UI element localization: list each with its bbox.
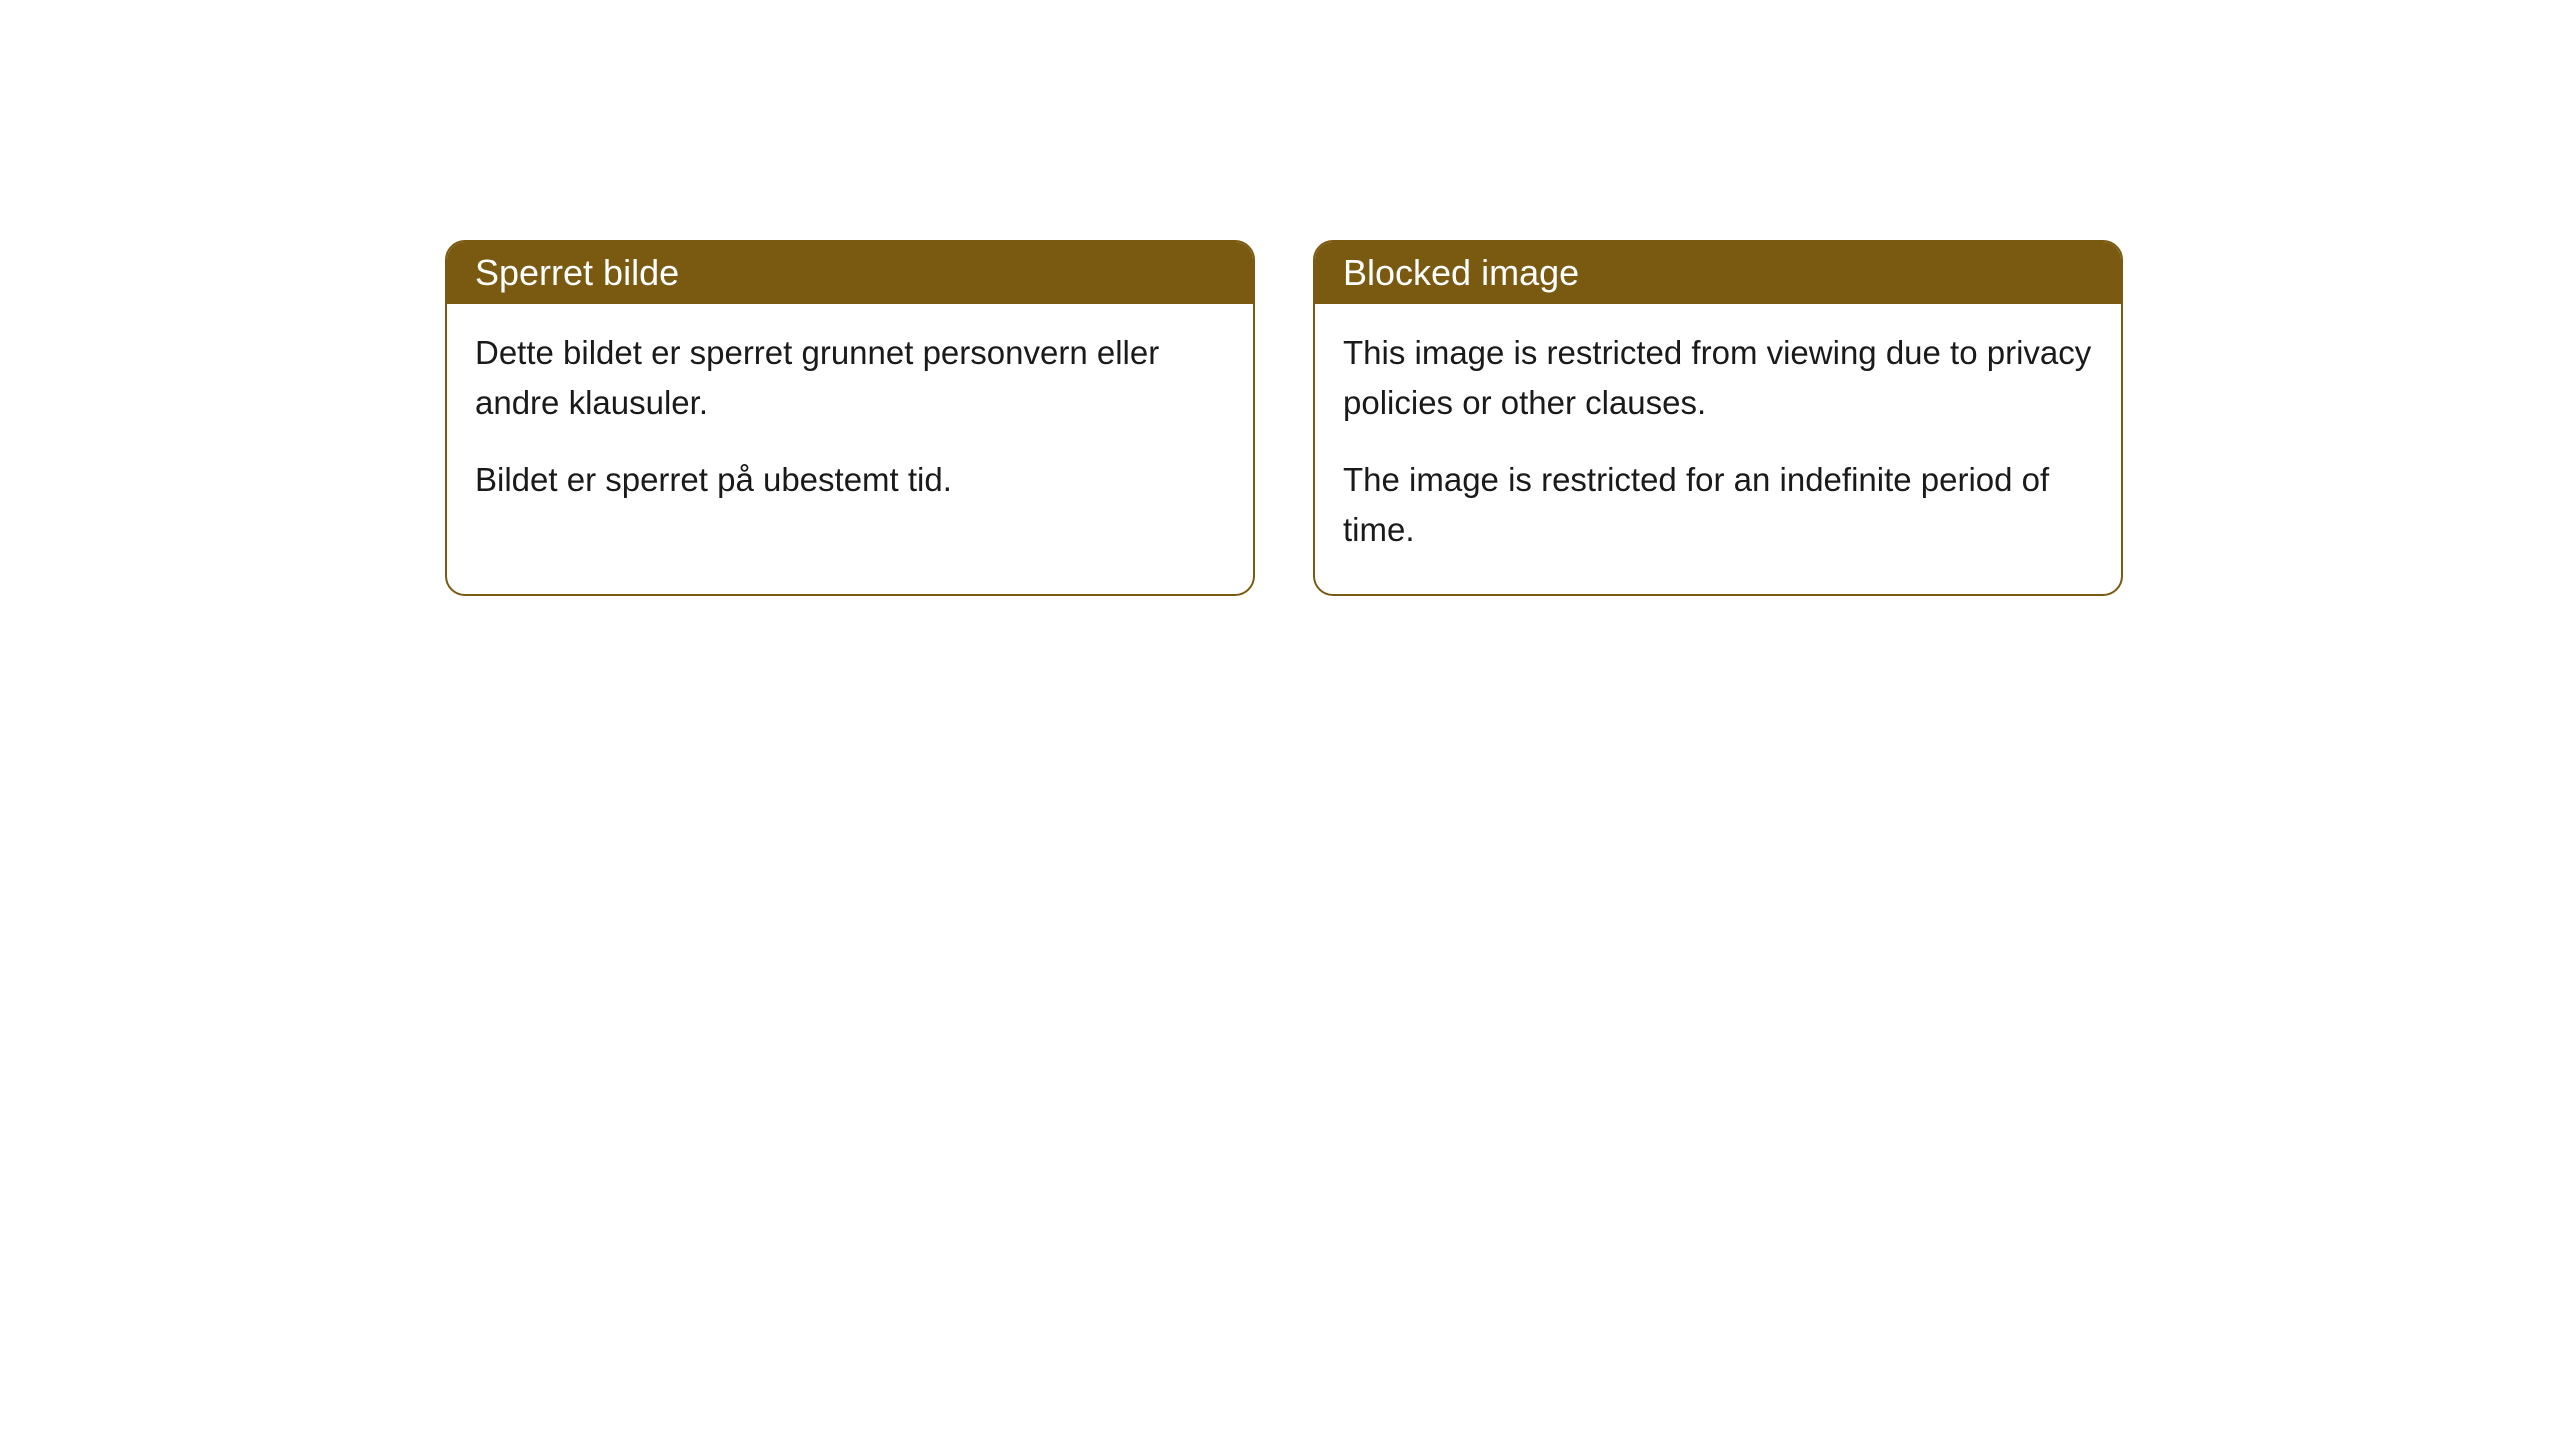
notice-container: Sperret bilde Dette bildet er sperret gr… xyxy=(445,240,2123,596)
notice-card-english: Blocked image This image is restricted f… xyxy=(1313,240,2123,596)
notice-paragraph: Bildet er sperret på ubestemt tid. xyxy=(475,455,1225,505)
card-header: Sperret bilde xyxy=(447,242,1253,304)
notice-paragraph: This image is restricted from viewing du… xyxy=(1343,328,2093,427)
notice-card-norwegian: Sperret bilde Dette bildet er sperret gr… xyxy=(445,240,1255,596)
card-body: This image is restricted from viewing du… xyxy=(1315,304,2121,594)
notice-paragraph: The image is restricted for an indefinit… xyxy=(1343,455,2093,554)
card-header: Blocked image xyxy=(1315,242,2121,304)
card-body: Dette bildet er sperret grunnet personve… xyxy=(447,304,1253,545)
notice-paragraph: Dette bildet er sperret grunnet personve… xyxy=(475,328,1225,427)
